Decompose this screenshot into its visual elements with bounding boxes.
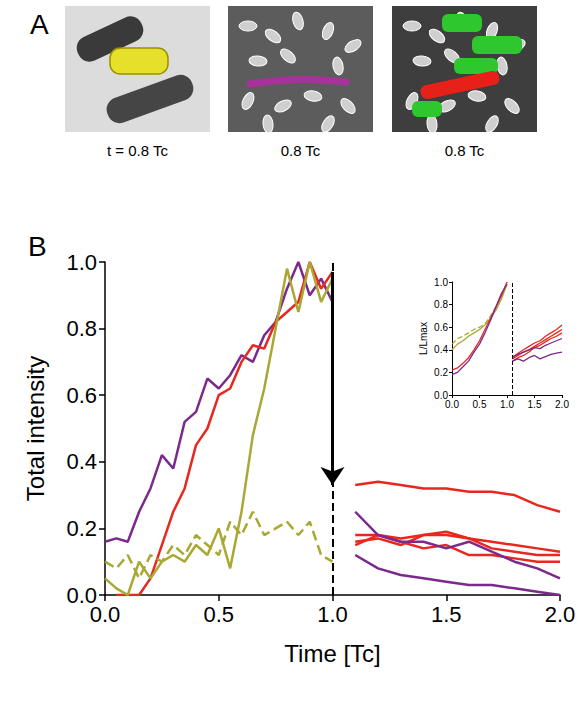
svg-text:0.8: 0.8	[66, 316, 97, 341]
svg-text:L/Lmax: L/Lmax	[418, 322, 429, 355]
svg-text:1.5: 1.5	[431, 602, 462, 627]
svg-text:0.8 Tc: 0.8 Tc	[445, 142, 485, 159]
svg-text:1.0: 1.0	[500, 399, 514, 410]
svg-text:0.6: 0.6	[66, 383, 97, 408]
svg-text:0.2: 0.2	[434, 367, 448, 378]
svg-text:1.0: 1.0	[317, 602, 348, 627]
svg-text:0.0: 0.0	[434, 389, 448, 401]
svg-text:0.0: 0.0	[66, 582, 97, 608]
svg-text:0.8 Tc: 0.8 Tc	[281, 142, 321, 159]
svg-text:0.5: 0.5	[473, 399, 487, 410]
svg-text:2.0: 2.0	[545, 602, 576, 627]
svg-text:A: A	[30, 9, 49, 40]
svg-text:1.0: 1.0	[434, 277, 448, 288]
svg-text:B: B	[28, 231, 47, 262]
svg-text:t = 0.8 Tc: t = 0.8 Tc	[107, 142, 169, 159]
svg-text:1.5: 1.5	[528, 399, 542, 410]
svg-text:Time [Tc]: Time [Tc]	[284, 640, 380, 667]
svg-text:Total intensity: Total intensity	[22, 356, 49, 501]
svg-text:0.0: 0.0	[90, 602, 121, 627]
svg-text:0.0: 0.0	[445, 399, 459, 410]
svg-text:0.4: 0.4	[434, 344, 448, 355]
svg-text:0.4: 0.4	[66, 449, 97, 474]
svg-text:0.2: 0.2	[66, 516, 97, 541]
svg-text:2.0: 2.0	[555, 399, 569, 410]
svg-text:1.0: 1.0	[66, 250, 97, 275]
svg-text:0.8: 0.8	[434, 299, 448, 310]
svg-text:0.5: 0.5	[203, 602, 234, 627]
svg-text:0.6: 0.6	[434, 322, 448, 333]
